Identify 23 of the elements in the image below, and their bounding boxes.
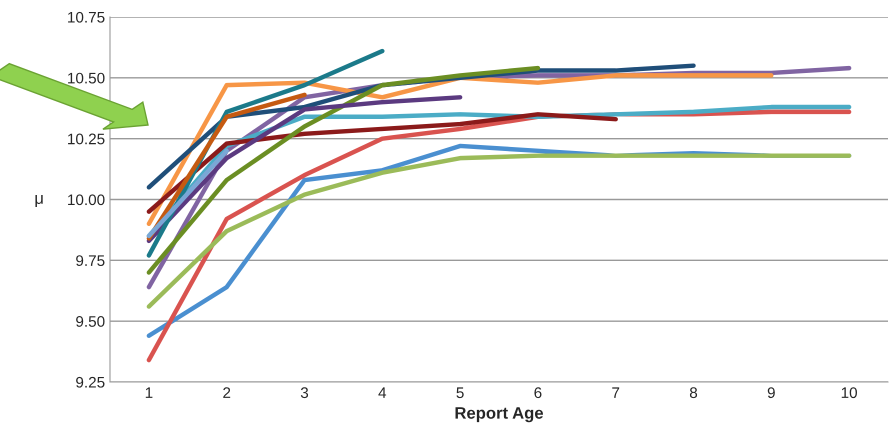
x-tick-label: 7 (612, 387, 620, 398)
line-series (146, 66, 540, 275)
line-series (146, 95, 462, 244)
y-tick-label: 10.75 (68, 12, 104, 23)
x-tick-label: 2 (223, 387, 230, 398)
line-series (146, 153, 852, 309)
x-tick-label: 5 (456, 387, 464, 398)
y-tick-label: 10.25 (68, 134, 104, 144)
y-tick-label: 10.00 (68, 194, 105, 206)
x-tick-label: 8 (690, 387, 698, 398)
x-tick-label: 4 (378, 387, 386, 398)
x-tick-label: 9 (768, 387, 775, 398)
x-tick-label: 6 (534, 387, 542, 398)
y-tick-label: 9.50 (76, 316, 105, 327)
y-tick-label: 9.75 (76, 255, 104, 266)
x-axis-title: Report Age (456, 407, 544, 422)
x-tick-label: 10 (842, 387, 857, 398)
x-tick-label: 1 (146, 387, 152, 398)
x-tick-label: 3 (300, 387, 308, 398)
line-series (146, 112, 618, 214)
y-tick-label: 10.50 (68, 72, 105, 84)
y-axis-title: μ (35, 195, 43, 208)
y-tick-label: 9.25 (76, 376, 104, 388)
